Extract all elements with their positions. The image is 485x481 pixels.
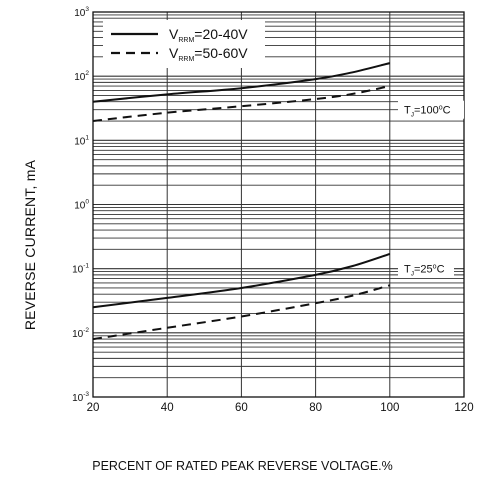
y-tick-label: 100 xyxy=(74,199,89,212)
series-line-2-dashed xyxy=(92,85,391,122)
x-axis-label: PERCENT OF RATED PEAK REVERSE VOLTAGE.% xyxy=(92,459,393,473)
temperature-annotation: TJ=25oC xyxy=(404,264,445,278)
x-tick-label: 20 xyxy=(87,402,100,414)
legend-box xyxy=(103,20,265,68)
x-tick-label: 60 xyxy=(235,402,248,414)
y-tick-label: 102 xyxy=(74,70,89,83)
y-tick-label: 10-1 xyxy=(72,263,89,276)
legend-entry-label: VRRM=20-40V xyxy=(169,26,248,44)
series-line-3-solid xyxy=(92,252,391,309)
series-line-4-dashed xyxy=(92,284,391,341)
temperature-annotation: TJ=100oC xyxy=(404,105,451,119)
x-tick-label: 120 xyxy=(454,402,473,414)
x-tick-label: 100 xyxy=(380,402,399,414)
y-tick-label: 101 xyxy=(74,134,89,147)
annotation-backdrop xyxy=(398,259,454,278)
y-tick-label: 10-3 xyxy=(72,391,89,404)
legend-entry-label: VRRM=50-60V xyxy=(169,45,248,63)
y-tick-label: 103 xyxy=(74,6,89,19)
y-tick-label: 10-2 xyxy=(72,327,89,340)
x-tick-label: 80 xyxy=(309,402,322,414)
plot-frame xyxy=(92,11,465,398)
series-line-1-solid xyxy=(92,62,391,103)
x-tick-label: 40 xyxy=(161,402,174,414)
y-axis-label: REVERSE CURRENT, mA xyxy=(22,159,38,331)
annotation-backdrop xyxy=(398,100,464,119)
